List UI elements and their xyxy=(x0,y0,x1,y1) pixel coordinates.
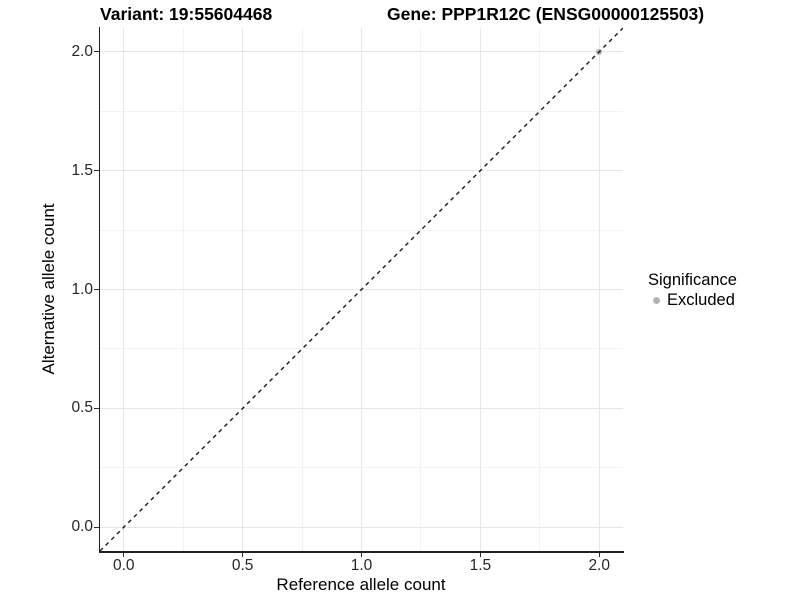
x-tick-mark xyxy=(241,552,244,558)
identity-dashed-line xyxy=(100,28,623,551)
x-tick-mark xyxy=(598,552,600,558)
x-axis-title: Reference allele count xyxy=(276,575,446,594)
y-tick-label: 1.5 xyxy=(71,161,93,179)
x-axis-line xyxy=(98,551,625,553)
y-tick-label: 2.0 xyxy=(71,42,93,60)
y-major-gridline xyxy=(100,51,623,53)
x-tick-mark xyxy=(123,552,125,558)
y-axis-line xyxy=(98,27,101,553)
gene-title: Gene: PPP1R12C (ENSG00000125503) xyxy=(387,4,705,24)
x-tick-label: 0.5 xyxy=(231,557,254,574)
x-tick-label: 0.0 xyxy=(112,557,135,574)
y-tick-mark xyxy=(94,288,99,291)
legend: Significance Excluded xyxy=(646,271,800,310)
y-major-gridline xyxy=(100,407,623,409)
y-tick-mark xyxy=(94,169,99,172)
legend-title: Significance xyxy=(648,271,737,289)
y-tick-label: 1.0 xyxy=(71,280,93,298)
y-tick-label: 0.5 xyxy=(71,399,93,417)
legend-item-excluded: Excluded xyxy=(646,291,800,310)
plot-panel xyxy=(100,28,623,551)
y-major-gridline xyxy=(100,170,623,172)
y-tick-label: 0.0 xyxy=(71,518,93,536)
x-tick-label: 2.0 xyxy=(588,557,610,574)
y-tick-mark xyxy=(94,526,99,528)
x-tick-mark xyxy=(360,552,363,558)
legend-item-label: Excluded xyxy=(667,291,735,309)
x-tick-mark xyxy=(479,552,482,558)
y-tick-mark xyxy=(94,407,99,410)
excluded-point-icon xyxy=(653,297,660,304)
x-tick-label: 1.0 xyxy=(350,557,373,574)
y-major-gridline xyxy=(100,526,623,528)
variant-title: Variant: 19:55604468 xyxy=(100,4,273,24)
y-tick-mark xyxy=(94,51,99,53)
x-tick-label: 1.5 xyxy=(469,557,492,574)
